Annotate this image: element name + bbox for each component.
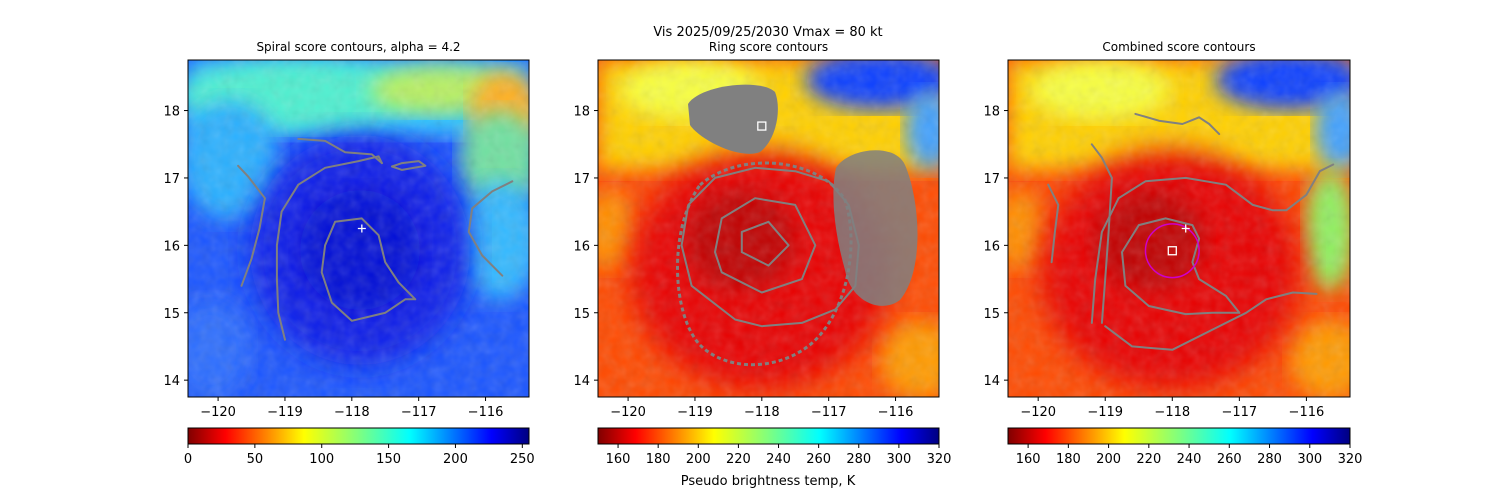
x-tick-label: −118	[334, 405, 370, 420]
colorbar	[1007, 427, 1351, 445]
center-square-marker	[1167, 246, 1177, 256]
panel-3-image	[1008, 60, 1350, 397]
colorbar-tick-label: 260	[1217, 452, 1242, 467]
ring-blob-center	[676, 161, 853, 367]
colorbar-tick-label: 160	[1016, 452, 1041, 467]
y-tick-label: 17	[163, 172, 180, 187]
y-tick-label: 17	[573, 172, 590, 187]
x-tick-label: −120	[200, 405, 236, 420]
y-tick-label: 18	[163, 105, 180, 120]
colorbar-tick-label: 250	[510, 452, 535, 467]
colorbar-tick-label: 320	[1338, 452, 1363, 467]
contour-line	[1104, 291, 1318, 351]
contour-line	[1121, 217, 1241, 316]
contour-line	[1134, 112, 1221, 136]
y-tick-label: 18	[983, 105, 1000, 120]
contour-line	[275, 155, 383, 341]
colorbar-tick-label: 180	[1056, 452, 1081, 467]
colorbar-tick-label: 200	[1096, 452, 1121, 467]
colorbar	[597, 427, 940, 445]
colorbar-tick-label: 300	[886, 452, 911, 467]
x-tick-label: −120	[610, 405, 646, 420]
x-tick-label: −119	[267, 405, 303, 420]
x-tick-label: −119	[1087, 405, 1123, 420]
panel-1-image	[188, 60, 529, 397]
panel-title: Spiral score contours, alpha = 4.2	[256, 40, 460, 54]
contour-line	[390, 160, 427, 171]
colorbar	[187, 427, 530, 445]
panel-1-contours	[237, 137, 514, 341]
colorbar-tick-label: 240	[1177, 452, 1202, 467]
contour-line	[680, 166, 860, 328]
y-tick-label: 17	[983, 172, 1000, 187]
panel-title: Ring score contours	[709, 40, 828, 54]
contour-line	[1090, 163, 1335, 324]
axes-frame	[597, 59, 940, 398]
y-tick-label: 16	[163, 239, 180, 254]
center-plus-marker	[357, 224, 366, 233]
ring-blob-east	[833, 150, 918, 306]
colorbar-tick-label: 150	[376, 452, 401, 467]
panel-2-contours	[680, 166, 860, 328]
y-tick-label: 14	[163, 374, 180, 389]
colorbar-tick-label: 240	[766, 452, 791, 467]
x-tick-label: −120	[1020, 405, 1056, 420]
y-tick-label: 15	[573, 307, 590, 322]
contour-line	[297, 137, 383, 165]
x-tick-label: −117	[401, 405, 437, 420]
colorbar-tick-label: 200	[686, 452, 711, 467]
colorbar-tick-label: 260	[806, 452, 831, 467]
y-tick-label: 14	[573, 374, 590, 389]
colorbar-tick-label: 280	[846, 452, 871, 467]
colorbar-tick-label: 180	[646, 452, 671, 467]
colorbar-tick-label: 100	[309, 452, 334, 467]
contour-line	[1047, 183, 1060, 264]
x-tick-label: −117	[811, 405, 847, 420]
y-tick-label: 15	[983, 307, 1000, 322]
contour-line	[237, 164, 266, 287]
axes-frame	[187, 59, 530, 398]
markers	[357, 121, 1200, 279]
colorbar-label: Pseudo brightness temp, K	[681, 474, 856, 489]
center-plus-marker	[1181, 224, 1190, 233]
axes: Spiral score contours, alpha = 4.2 −120 −1…	[163, 40, 1362, 467]
colorbar-tick-label: 0	[184, 452, 192, 467]
axes-frame	[1007, 59, 1351, 398]
contour-line	[714, 197, 817, 294]
contour-line	[320, 217, 417, 322]
panel-title: Combined score contours	[1102, 40, 1255, 54]
x-tick-label: −116	[1289, 405, 1325, 420]
x-tick-label: −118	[744, 405, 780, 420]
ring-blob-north	[688, 84, 778, 154]
colorbar-tick-label: 320	[927, 452, 952, 467]
colorbar-tick-label: 280	[1257, 452, 1282, 467]
y-tick-label: 15	[163, 307, 180, 322]
colorbar-tick-label: 220	[726, 452, 751, 467]
colorbar-tick-label: 200	[443, 452, 468, 467]
panel-3-contours	[1047, 112, 1335, 351]
x-tick-label: −118	[1154, 405, 1190, 420]
x-tick-label: −119	[677, 405, 713, 420]
colorbar-tick-label: 160	[606, 452, 631, 467]
contour-line	[740, 220, 790, 267]
colorbar-tick-label: 220	[1136, 452, 1161, 467]
center-square-marker	[757, 121, 767, 131]
y-tick-label: 16	[573, 239, 590, 254]
figure-title: Vis 2025/09/25/2030 Vmax = 80 kt	[653, 25, 882, 40]
y-tick-label: 14	[983, 374, 1000, 389]
panel-2-ring-blobs	[676, 84, 918, 367]
y-tick-label: 16	[983, 239, 1000, 254]
x-tick-label: −117	[1221, 405, 1257, 420]
contour-line	[467, 180, 514, 277]
y-tick-label: 18	[573, 105, 590, 120]
x-tick-label: −116	[468, 405, 504, 420]
contour-line	[1090, 143, 1113, 324]
radius-circle	[1144, 223, 1200, 279]
colorbar-tick-label: 50	[247, 452, 264, 467]
x-tick-label: −116	[878, 405, 914, 420]
colorbar-tick-label: 300	[1297, 452, 1322, 467]
